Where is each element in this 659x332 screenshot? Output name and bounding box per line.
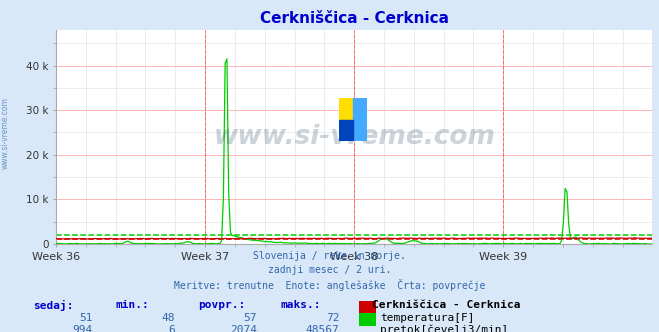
Text: www.si-vreme.com: www.si-vreme.com [1,97,10,169]
Text: min.:: min.: [115,300,149,310]
Text: temperatura[F]: temperatura[F] [380,313,474,323]
Text: pretok[čevelj3/min]: pretok[čevelj3/min] [380,325,509,332]
Text: maks.:: maks.: [280,300,320,310]
Bar [339,120,353,141]
Text: 51: 51 [79,313,92,323]
Text: 57: 57 [244,313,257,323]
Text: 2074: 2074 [230,325,257,332]
Text: Cerkniščica - Cerknica: Cerkniščica - Cerknica [372,300,521,310]
Text: Meritve: trenutne  Enote: anglešaške  Črta: povprečje: Meritve: trenutne Enote: anglešaške Črta… [174,279,485,290]
Text: 72: 72 [326,313,339,323]
Text: sedaj:: sedaj: [33,300,73,311]
Bar [353,98,367,141]
Text: Slovenija / reke in morje.: Slovenija / reke in morje. [253,251,406,261]
Bar [339,98,353,141]
Text: 48: 48 [161,313,175,323]
Title: Cerkniščica - Cerknica: Cerkniščica - Cerknica [260,11,449,26]
Text: 6: 6 [168,325,175,332]
Text: 48567: 48567 [306,325,339,332]
Text: povpr.:: povpr.: [198,300,245,310]
Text: zadnji mesec / 2 uri.: zadnji mesec / 2 uri. [268,265,391,275]
Text: 994: 994 [72,325,92,332]
Text: www.si-vreme.com: www.si-vreme.com [214,124,495,150]
